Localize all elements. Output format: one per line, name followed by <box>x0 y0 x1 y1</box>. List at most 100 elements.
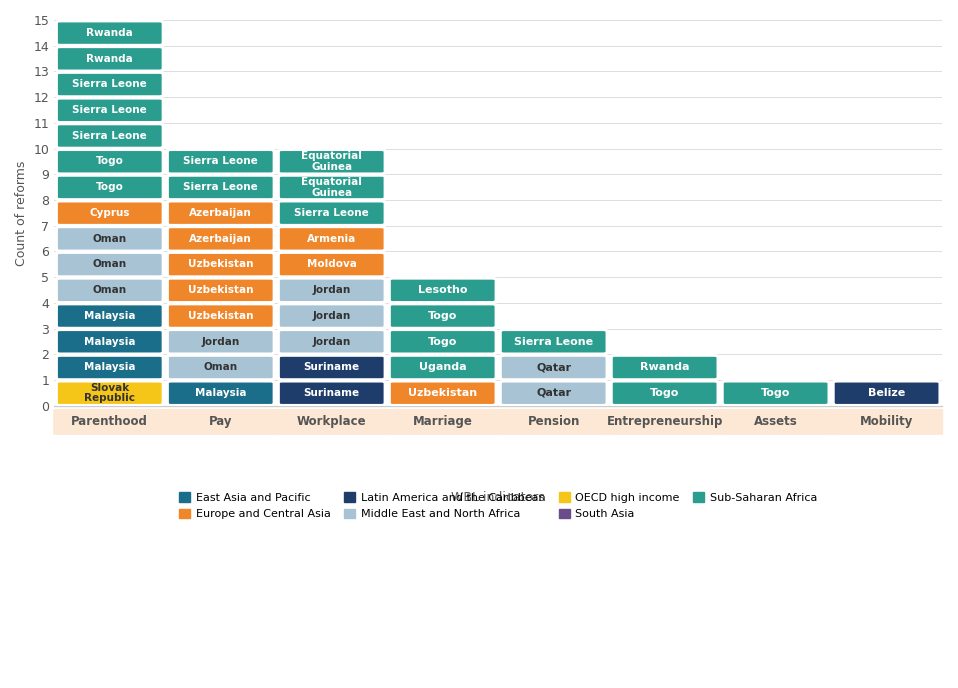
Text: Marriage: Marriage <box>413 416 472 429</box>
Text: Jordan: Jordan <box>312 336 351 347</box>
FancyBboxPatch shape <box>279 149 385 174</box>
Text: Malaysia: Malaysia <box>84 311 135 321</box>
Text: Uzbekistan: Uzbekistan <box>188 259 254 270</box>
FancyBboxPatch shape <box>57 98 163 122</box>
Text: Uzbekistan: Uzbekistan <box>188 285 254 295</box>
Text: Malaysia: Malaysia <box>84 363 135 372</box>
FancyBboxPatch shape <box>390 330 496 354</box>
Text: Parenthood: Parenthood <box>71 416 148 429</box>
FancyBboxPatch shape <box>500 330 607 354</box>
FancyBboxPatch shape <box>57 252 163 277</box>
FancyBboxPatch shape <box>279 330 385 354</box>
FancyBboxPatch shape <box>168 227 274 251</box>
Text: Jordan: Jordan <box>312 311 351 321</box>
Text: Slovak
Republic: Slovak Republic <box>84 383 135 403</box>
Text: Sierra Leone: Sierra Leone <box>73 79 148 89</box>
FancyBboxPatch shape <box>279 252 385 277</box>
FancyBboxPatch shape <box>57 227 163 251</box>
FancyBboxPatch shape <box>279 304 385 328</box>
Text: Malaysia: Malaysia <box>84 336 135 347</box>
FancyBboxPatch shape <box>57 72 163 96</box>
Text: Mobility: Mobility <box>860 416 913 429</box>
Text: Oman: Oman <box>93 234 126 244</box>
Text: Uganda: Uganda <box>419 363 467 372</box>
FancyBboxPatch shape <box>168 356 274 380</box>
Text: Belize: Belize <box>868 388 905 398</box>
FancyBboxPatch shape <box>500 356 607 380</box>
FancyBboxPatch shape <box>57 304 163 328</box>
Text: Suriname: Suriname <box>304 363 360 372</box>
Text: Uzbekistan: Uzbekistan <box>188 311 254 321</box>
FancyBboxPatch shape <box>57 201 163 225</box>
Text: Rwanda: Rwanda <box>640 363 690 372</box>
Text: Equatorial
Guinea: Equatorial Guinea <box>301 151 362 172</box>
FancyBboxPatch shape <box>57 381 163 405</box>
Text: Azerbaijan: Azerbaijan <box>190 208 252 218</box>
Text: Lesotho: Lesotho <box>418 285 468 295</box>
Text: Oman: Oman <box>93 285 126 295</box>
Text: Togo: Togo <box>96 156 124 166</box>
Text: Rwanda: Rwanda <box>86 28 133 38</box>
FancyBboxPatch shape <box>390 304 496 328</box>
Text: Suriname: Suriname <box>304 388 360 398</box>
FancyBboxPatch shape <box>168 381 274 405</box>
FancyBboxPatch shape <box>386 409 499 435</box>
FancyBboxPatch shape <box>611 381 718 405</box>
FancyBboxPatch shape <box>168 175 274 200</box>
FancyBboxPatch shape <box>830 409 944 435</box>
Text: WBL indicators: WBL indicators <box>451 491 545 504</box>
FancyBboxPatch shape <box>57 47 163 71</box>
FancyBboxPatch shape <box>390 278 496 303</box>
FancyBboxPatch shape <box>168 149 274 174</box>
FancyBboxPatch shape <box>168 201 274 225</box>
FancyBboxPatch shape <box>168 304 274 328</box>
Text: Togo: Togo <box>428 336 457 347</box>
FancyBboxPatch shape <box>168 252 274 277</box>
Text: Malaysia: Malaysia <box>195 388 246 398</box>
FancyBboxPatch shape <box>390 356 496 380</box>
FancyBboxPatch shape <box>722 381 829 405</box>
Text: Togo: Togo <box>650 388 679 398</box>
Text: Jordan: Jordan <box>201 336 240 347</box>
Text: Assets: Assets <box>754 416 797 429</box>
FancyBboxPatch shape <box>54 409 167 435</box>
FancyBboxPatch shape <box>279 278 385 303</box>
Text: Sierra Leone: Sierra Leone <box>73 105 148 115</box>
Text: Sierra Leone: Sierra Leone <box>294 208 369 218</box>
Text: Sierra Leone: Sierra Leone <box>73 131 148 141</box>
Legend: East Asia and Pacific, Europe and Central Asia, Latin America and the Caribbean,: East Asia and Pacific, Europe and Centra… <box>174 488 822 524</box>
FancyBboxPatch shape <box>57 124 163 148</box>
Text: Qatar: Qatar <box>536 363 571 372</box>
FancyBboxPatch shape <box>168 278 274 303</box>
Y-axis label: Count of reforms: Count of reforms <box>15 160 28 266</box>
FancyBboxPatch shape <box>833 381 940 405</box>
Text: Azerbaijan: Azerbaijan <box>190 234 252 244</box>
Text: Equatorial
Guinea: Equatorial Guinea <box>301 177 362 197</box>
Text: Pay: Pay <box>209 416 233 429</box>
Text: Togo: Togo <box>761 388 790 398</box>
FancyBboxPatch shape <box>57 21 163 45</box>
FancyBboxPatch shape <box>279 175 385 200</box>
FancyBboxPatch shape <box>57 149 163 174</box>
Text: Moldova: Moldova <box>307 259 356 270</box>
FancyBboxPatch shape <box>611 356 718 380</box>
Text: Oman: Oman <box>204 363 238 372</box>
FancyBboxPatch shape <box>275 409 388 435</box>
Text: Entrepreneurship: Entrepreneurship <box>606 416 723 429</box>
FancyBboxPatch shape <box>57 175 163 200</box>
Text: Sierra Leone: Sierra Leone <box>183 156 258 166</box>
FancyBboxPatch shape <box>164 409 278 435</box>
FancyBboxPatch shape <box>57 356 163 380</box>
FancyBboxPatch shape <box>57 278 163 303</box>
Text: Sierra Leone: Sierra Leone <box>514 336 593 347</box>
FancyBboxPatch shape <box>57 330 163 354</box>
Text: Armenia: Armenia <box>308 234 356 244</box>
FancyBboxPatch shape <box>279 381 385 405</box>
FancyBboxPatch shape <box>497 409 610 435</box>
Text: Sierra Leone: Sierra Leone <box>183 182 258 192</box>
Text: Uzbekistan: Uzbekistan <box>408 388 477 398</box>
FancyBboxPatch shape <box>500 381 607 405</box>
FancyBboxPatch shape <box>279 227 385 251</box>
Text: Togo: Togo <box>428 311 457 321</box>
Text: Cyprus: Cyprus <box>89 208 130 218</box>
